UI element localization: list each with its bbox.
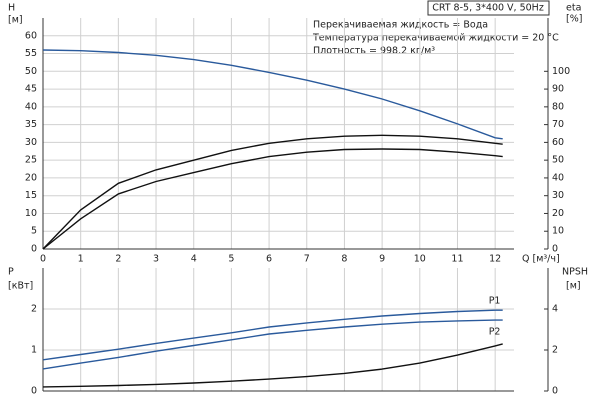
y2-tick-label: 50 — [552, 155, 564, 166]
y2-tick-label: 80 — [552, 101, 564, 112]
x-tick-label: 11 — [451, 254, 463, 265]
title: CRT 8-5, 3*400 V, 50Hz — [432, 3, 544, 14]
curve — [42, 134, 503, 250]
x-tick-label: 10 — [414, 254, 426, 265]
y2-tick-label: 90 — [552, 84, 564, 95]
title-box — [427, 0, 550, 16]
y-tick-label: 40 — [25, 101, 37, 112]
curve — [42, 319, 503, 370]
curve — [42, 309, 503, 361]
x-tick-label: 7 — [304, 254, 310, 265]
y2-tick-label: 40 — [552, 172, 564, 183]
curve-label: P1 — [489, 296, 501, 307]
y2-axis-unit: [%] — [566, 14, 582, 25]
y2-tick-label: 0 — [552, 386, 558, 397]
y-tick-label: 5 — [31, 226, 37, 237]
y2-tick-label: 4 — [552, 304, 558, 315]
y2-tick-label: 20 — [552, 208, 564, 219]
x-tick-label: 2 — [115, 254, 121, 265]
y-tick-label: 10 — [25, 208, 37, 219]
y-axis-label: P — [8, 267, 14, 278]
y-tick-label: 0 — [31, 386, 37, 397]
y2-tick-label: 10 — [552, 226, 564, 237]
note: Температура перекачиваемой жидкости = 20… — [312, 33, 559, 44]
y-tick-label: 60 — [25, 30, 37, 41]
x-tick-label: 12 — [489, 254, 501, 265]
curve — [42, 148, 503, 250]
y-tick-label: 0 — [31, 244, 37, 255]
y-axis-unit: [кВт] — [8, 281, 33, 292]
y2-axis-label: eta — [566, 3, 581, 14]
y-tick-label: 1 — [31, 345, 37, 356]
y2-tick-label: 30 — [552, 190, 564, 201]
y2-tick-label: 60 — [552, 137, 564, 148]
x-tick-label: 6 — [266, 254, 272, 265]
y2-axis-label: NPSH — [562, 267, 588, 278]
x-axis-label: Q [м³/ч] — [522, 254, 560, 265]
curve-label: P2 — [489, 327, 501, 338]
y-tick-label: 20 — [25, 172, 37, 183]
x-tick-label: 4 — [191, 254, 197, 265]
curve — [42, 343, 503, 388]
y2-tick-label: 2 — [552, 345, 558, 356]
x-tick-label: 3 — [153, 254, 159, 265]
x-tick-label: 5 — [228, 254, 234, 265]
y-tick-label: 2 — [31, 304, 37, 315]
y-tick-label: 50 — [25, 66, 37, 77]
y2-tick-label: 0 — [552, 244, 558, 255]
note: Плотность = 998.2 кг/м³ — [313, 46, 435, 57]
x-tick-label: 0 — [40, 254, 46, 265]
y2-tick-label: 70 — [552, 119, 564, 130]
x-tick-label: 9 — [379, 254, 385, 265]
y-tick-label: 30 — [25, 137, 37, 148]
y2-tick-label: 100 — [552, 66, 570, 77]
y-tick-label: 35 — [25, 119, 37, 130]
x-tick-label: 1 — [78, 254, 84, 265]
y2-axis-unit: [м] — [566, 281, 581, 292]
y-tick-label: 55 — [25, 48, 37, 59]
note: Перекачиваемая жидкость = Вода — [313, 20, 488, 31]
curve — [42, 49, 503, 140]
y-tick-label: 45 — [25, 84, 37, 95]
y-axis-label: H — [8, 3, 15, 14]
y-axis-unit: [м] — [8, 15, 23, 26]
y-tick-label: 15 — [25, 190, 37, 201]
x-tick-label: 8 — [341, 254, 347, 265]
y-tick-label: 25 — [25, 155, 37, 166]
